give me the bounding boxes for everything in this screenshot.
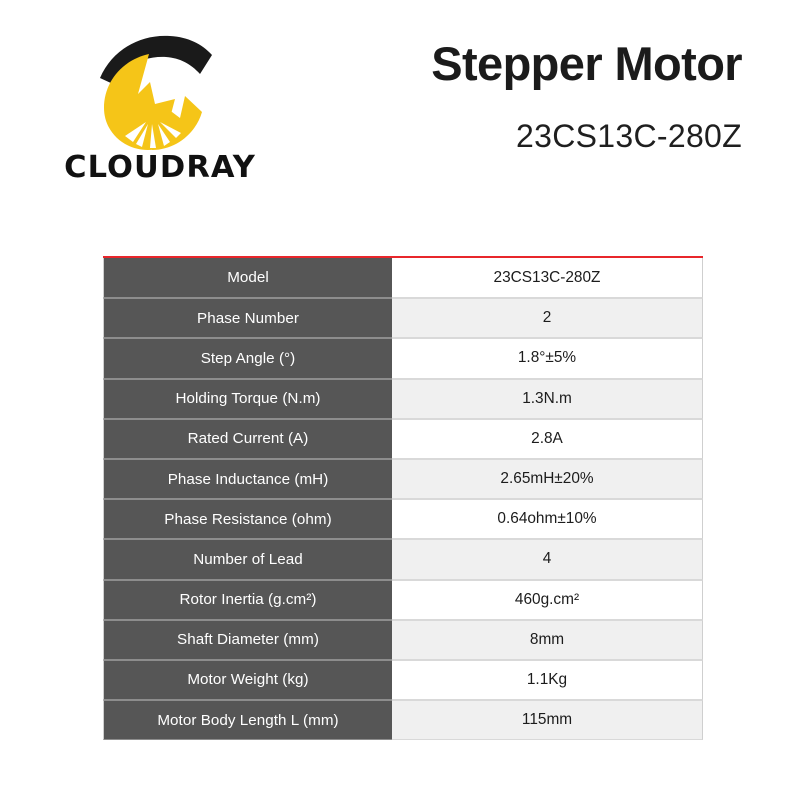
cloudray-crescent-sun-logo-icon	[92, 32, 222, 152]
table-row: Rated Current (A) 2.8A	[103, 418, 703, 459]
table-row: Motor Body Length L (mm) 115mm	[103, 700, 703, 741]
brand-wordmark: CLOUDRAY	[64, 150, 256, 185]
spec-value: 2.65mH±20%	[392, 458, 703, 500]
table-row: Step Angle (°) 1.8°±5%	[103, 338, 703, 379]
spec-label: Step Angle (°)	[103, 338, 392, 379]
spec-label: Phase Resistance (ohm)	[103, 499, 392, 540]
spec-value: 460g.cm²	[392, 579, 703, 620]
spec-label: Phase Number	[103, 298, 392, 339]
spec-value: 23CS13C-280Z	[392, 258, 703, 299]
spec-label: Rated Current (A)	[103, 418, 392, 459]
spec-label: Motor Body Length L (mm)	[103, 700, 392, 741]
specification-table: Model 23CS13C-280Z Phase Number 2 Step Angle…	[103, 256, 703, 741]
spec-value: 2.8A	[392, 418, 703, 459]
spec-value: 1.8°±5%	[392, 338, 703, 379]
spec-value: 2	[392, 298, 703, 339]
table-row: Model 23CS13C-280Z	[103, 258, 703, 299]
spec-label: Number of Lead	[103, 539, 392, 580]
product-model-number: 23CS13C-280Z	[516, 117, 742, 154]
table-row: Phase Number 2	[103, 298, 703, 339]
brand-logo: CLOUDRAY	[40, 32, 280, 197]
table-row: Rotor Inertia (g.cm²) 460g.cm²	[103, 579, 703, 620]
table-row: Number of Lead 4	[103, 539, 703, 580]
table-row: Motor Weight (kg) 1.1Kg	[103, 659, 703, 701]
table-row: Phase Resistance (ohm) 0.64ohm±10%	[103, 499, 703, 540]
spec-value: 0.64ohm±10%	[392, 499, 703, 540]
spec-value: 1.3N.m	[392, 378, 703, 419]
table-row: Holding Torque (N.m) 1.3N.m	[103, 378, 703, 419]
table-row: Phase Inductance (mH) 2.65mH±20%	[103, 458, 703, 500]
spec-value: 115mm	[392, 700, 703, 741]
spec-label: Model	[103, 258, 392, 299]
spec-label: Shaft Diameter (mm)	[103, 619, 392, 660]
page-title: Stepper Motor	[431, 37, 742, 90]
spec-label: Rotor Inertia (g.cm²)	[103, 579, 392, 620]
page-header: CLOUDRAY Stepper Motor 23CS13C-280Z	[0, 0, 800, 230]
title-block: Stepper Motor 23CS13C-280Z	[431, 37, 742, 155]
spec-label: Holding Torque (N.m)	[103, 378, 392, 419]
spec-value: 1.1Kg	[392, 659, 703, 701]
spec-value: 8mm	[392, 619, 703, 660]
table-row: Shaft Diameter (mm) 8mm	[103, 619, 703, 660]
spec-label: Phase Inductance (mH)	[103, 458, 392, 500]
spec-value: 4	[392, 539, 703, 580]
spec-label: Motor Weight (kg)	[103, 659, 392, 701]
